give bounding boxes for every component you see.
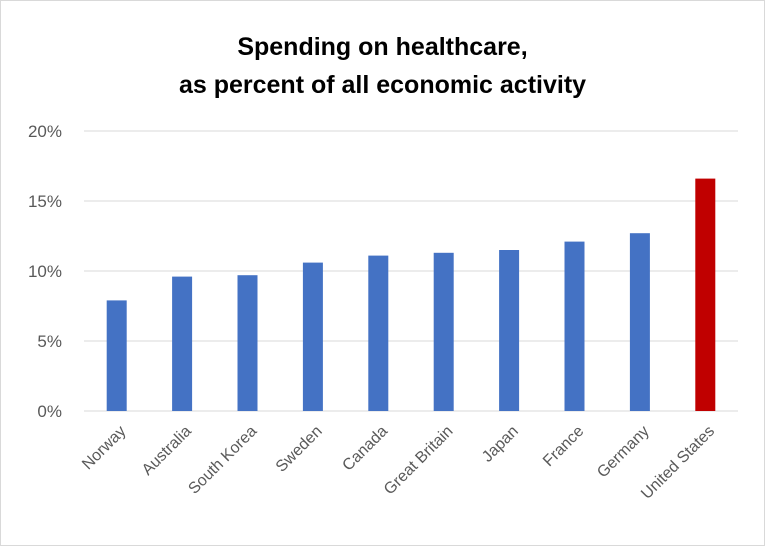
bar — [172, 276, 193, 411]
bar — [433, 252, 454, 411]
chart-title-line-2: as percent of all economic activity — [178, 71, 587, 99]
x-tick-label: South Korea — [185, 423, 260, 498]
x-tick-label: Japan — [479, 423, 522, 466]
bar — [368, 255, 389, 411]
bar — [695, 178, 716, 411]
x-tick-label: Australia — [139, 423, 195, 479]
y-tick-label: 15% — [28, 192, 62, 211]
chart-title-line-1: Spending on healthcare, — [237, 33, 528, 61]
bar — [499, 250, 520, 411]
chart-title: Spending on healthcare, as percent of al… — [0, 28, 765, 104]
x-tick-label: Norway — [79, 423, 129, 473]
x-tick-label: Sweden — [273, 423, 326, 476]
x-tick-label: Canada — [339, 423, 391, 475]
x-tick-label: Great Britain — [381, 423, 457, 499]
y-tick-label: 0% — [37, 402, 62, 421]
x-tick-label: Germany — [594, 423, 653, 482]
bar — [106, 300, 127, 411]
x-tick-label: France — [540, 423, 587, 470]
bar — [629, 233, 650, 411]
y-tick-label: 5% — [37, 332, 62, 351]
bar — [302, 262, 323, 411]
bar — [564, 241, 585, 411]
y-tick-label: 20% — [28, 122, 62, 141]
bar — [237, 275, 258, 411]
y-tick-label: 10% — [28, 262, 62, 281]
